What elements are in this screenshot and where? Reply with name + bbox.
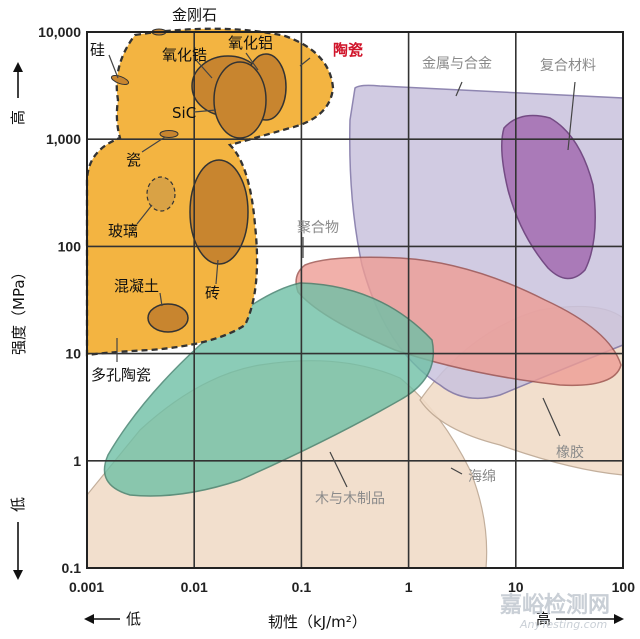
arrow-right-icon — [614, 614, 624, 624]
y-tick-label: 1 — [73, 453, 81, 469]
label-ceramics: 陶瓷 — [333, 41, 363, 59]
x-axis-title: 韧性（kJ/m²） — [268, 613, 367, 631]
label-composites: 复合材料 — [540, 57, 596, 74]
plot-border — [86, 31, 624, 569]
region-silicon — [110, 74, 130, 86]
y-axis-title: 强度（MPa） — [10, 264, 28, 355]
svg-text:低: 低 — [126, 610, 141, 628]
svg-text:高: 高 — [9, 110, 27, 125]
x-tick-label: 100 — [612, 579, 636, 595]
y-tick-label: 100 — [58, 238, 82, 254]
x-tick-label: 10 — [508, 579, 524, 595]
y-high-indicator: 高 — [9, 62, 27, 125]
x-tick-labels: 0.001 0.01 0.1 1 10 100 — [69, 579, 635, 595]
label-porous-ceramics: 多孔陶瓷 — [91, 366, 151, 384]
region-glass — [146, 176, 176, 212]
svg-text:高: 高 — [536, 610, 551, 628]
x-tick-label: 0.001 — [69, 579, 104, 595]
label-porcelain: 瓷 — [126, 151, 141, 169]
label-zirconia: 氧化锆 — [162, 46, 207, 64]
watermark-main: 嘉峪检测网 — [500, 592, 610, 618]
region-porcelain — [159, 130, 179, 138]
y-tick-label: 10,000 — [38, 24, 81, 40]
arrow-up-icon — [13, 62, 23, 72]
leader-lines — [108, 52, 576, 488]
watermark-sub: AnyTesting.com — [519, 618, 607, 631]
x-tick-label: 1 — [405, 579, 413, 595]
svg-text:低: 低 — [9, 497, 27, 512]
label-sic: SiC — [172, 104, 196, 122]
y-tick-label: 0.1 — [62, 560, 82, 576]
label-brick: 砖 — [205, 284, 220, 302]
label-rubber: 橡胶 — [556, 444, 584, 461]
arrow-left-icon — [84, 614, 94, 624]
x-high-indicator: 高 — [536, 610, 624, 628]
region-sic — [213, 61, 267, 139]
label-alumina: 氧化铝 — [228, 34, 273, 52]
label-metals: 金属与合金 — [422, 56, 492, 72]
label-diamond: 金刚石 — [172, 6, 217, 24]
y-tick-label: 1,000 — [46, 131, 81, 147]
x-tick-label: 0.01 — [181, 579, 208, 595]
y-low-indicator: 低 — [9, 497, 27, 580]
region-labels: 金刚石 硅 氧化锆 氧化铝 陶瓷 SiC 瓷 玻璃 砖 混凝土 多孔陶瓷 金属与… — [90, 6, 596, 507]
label-silicon: 硅 — [90, 41, 105, 59]
x-low-indicator: 低 — [84, 610, 141, 628]
label-wood: 木与木制品 — [315, 491, 385, 507]
label-concrete: 混凝土 — [114, 277, 159, 295]
y-tick-labels: 0.1 1 10 100 1,000 10,000 — [38, 24, 81, 576]
region-composites — [501, 114, 596, 280]
arrow-down-icon — [13, 570, 23, 580]
label-glass: 玻璃 — [108, 222, 138, 240]
region-concrete — [147, 303, 189, 333]
label-foam: 海绵 — [468, 468, 496, 485]
regions-layer — [85, 27, 624, 569]
label-polymers: 聚合物 — [297, 220, 339, 236]
grid-lines — [87, 32, 623, 568]
region-wood — [103, 282, 434, 497]
region-brick — [189, 159, 249, 265]
y-tick-label: 10 — [65, 346, 81, 362]
x-tick-label: 0.1 — [292, 579, 312, 595]
